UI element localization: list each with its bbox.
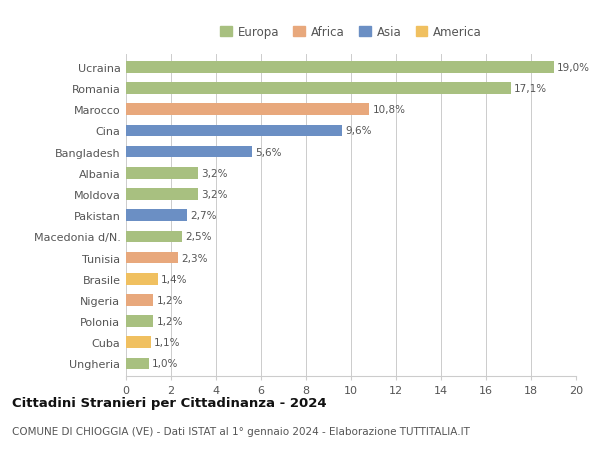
Bar <box>126 83 511 95</box>
Text: Cittadini Stranieri per Cittadinanza - 2024: Cittadini Stranieri per Cittadinanza - 2… <box>12 396 326 409</box>
Text: 2,3%: 2,3% <box>181 253 208 263</box>
Bar <box>126 168 198 179</box>
Text: 3,2%: 3,2% <box>202 168 228 179</box>
Bar <box>126 62 554 73</box>
Bar <box>126 273 157 285</box>
Text: 19,0%: 19,0% <box>557 63 590 73</box>
Bar <box>126 125 342 137</box>
Bar <box>126 210 187 222</box>
Text: 1,4%: 1,4% <box>161 274 187 284</box>
Text: 17,1%: 17,1% <box>514 84 547 94</box>
Text: 10,8%: 10,8% <box>373 105 406 115</box>
Text: 1,0%: 1,0% <box>152 358 178 369</box>
Text: 1,2%: 1,2% <box>157 316 183 326</box>
Text: 1,2%: 1,2% <box>157 295 183 305</box>
Bar <box>126 316 153 327</box>
Text: 2,7%: 2,7% <box>190 211 217 221</box>
Bar <box>126 189 198 201</box>
Bar <box>126 231 182 243</box>
Legend: Europa, Africa, Asia, America: Europa, Africa, Asia, America <box>220 26 482 39</box>
Text: 3,2%: 3,2% <box>202 190 228 200</box>
Text: 5,6%: 5,6% <box>256 147 282 157</box>
Bar <box>126 104 369 116</box>
Bar <box>126 146 252 158</box>
Bar <box>126 295 153 306</box>
Bar <box>126 358 149 369</box>
Text: 1,1%: 1,1% <box>154 337 181 347</box>
Text: COMUNE DI CHIOGGIA (VE) - Dati ISTAT al 1° gennaio 2024 - Elaborazione TUTTITALI: COMUNE DI CHIOGGIA (VE) - Dati ISTAT al … <box>12 426 470 436</box>
Text: 9,6%: 9,6% <box>346 126 372 136</box>
Text: 2,5%: 2,5% <box>185 232 212 242</box>
Bar <box>126 337 151 348</box>
Bar <box>126 252 178 264</box>
